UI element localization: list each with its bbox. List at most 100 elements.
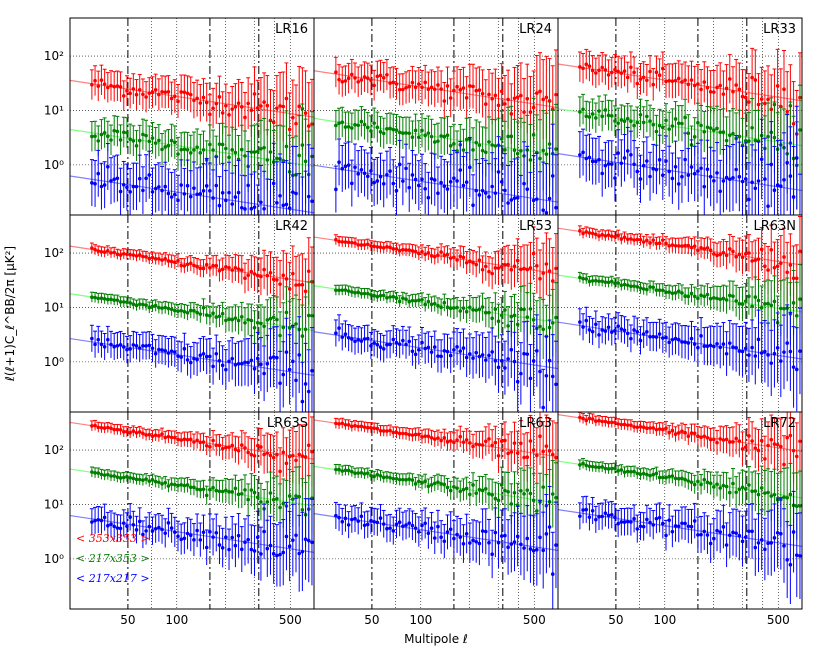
data-point	[198, 101, 203, 105]
data-point	[699, 123, 703, 128]
data-point	[667, 169, 671, 174]
data-point	[708, 90, 713, 94]
data-point	[350, 126, 354, 130]
data-point	[176, 258, 180, 263]
data-point	[118, 253, 123, 257]
data-point	[249, 488, 254, 492]
data-point	[531, 448, 536, 452]
data-point	[477, 193, 482, 197]
data-point	[410, 298, 415, 303]
data-point	[346, 423, 351, 427]
data-point	[284, 534, 289, 539]
data-point	[300, 549, 305, 554]
data-point	[538, 369, 542, 374]
data-point	[243, 207, 247, 211]
data-point	[214, 443, 219, 448]
data-point	[515, 196, 520, 200]
data-point	[236, 492, 241, 497]
data-point	[106, 85, 110, 90]
data-point	[455, 258, 459, 262]
data-point	[176, 534, 180, 539]
data-point	[211, 148, 215, 152]
data-point	[340, 80, 345, 84]
data-point	[509, 347, 514, 352]
data-point	[385, 72, 389, 77]
data-point	[525, 96, 530, 101]
data-point	[166, 434, 171, 439]
data-point	[727, 247, 732, 251]
data-point	[118, 427, 123, 432]
data-point	[147, 479, 152, 483]
data-point	[606, 162, 611, 166]
data-point	[198, 192, 203, 196]
data-point	[455, 438, 459, 442]
data-point	[531, 498, 536, 503]
data-point	[147, 139, 152, 144]
data-point	[702, 294, 707, 299]
data-point	[413, 85, 418, 90]
data-point	[490, 350, 494, 354]
data-point	[198, 353, 203, 358]
data-point	[369, 344, 373, 348]
data-point	[696, 296, 700, 301]
data-point	[766, 268, 770, 272]
data-point	[99, 249, 104, 254]
data-point	[157, 305, 161, 310]
data-point	[217, 142, 222, 146]
data-point	[227, 489, 231, 494]
data-point	[381, 181, 386, 186]
data-point	[782, 306, 786, 311]
data-point	[474, 442, 479, 446]
data-point	[609, 234, 614, 239]
data-point	[115, 343, 120, 348]
data-point	[356, 337, 360, 342]
data-point	[442, 253, 447, 258]
data-point	[785, 270, 789, 275]
data-point	[112, 524, 116, 529]
data-point	[578, 110, 582, 114]
data-point	[420, 297, 424, 302]
data-point	[372, 426, 376, 430]
data-point	[632, 162, 636, 167]
data-point	[157, 138, 161, 143]
data-point	[230, 443, 235, 448]
data-point	[90, 134, 94, 139]
data-point	[362, 425, 367, 429]
data-point	[188, 92, 193, 97]
data-point	[147, 173, 152, 177]
data-point	[535, 91, 539, 95]
data-point	[169, 435, 174, 440]
data-point	[246, 183, 250, 188]
data-point	[702, 344, 707, 349]
data-point	[287, 494, 292, 498]
data-point	[432, 87, 437, 92]
data-point	[334, 123, 338, 128]
data-point	[775, 183, 780, 188]
panel-frame	[557, 214, 803, 413]
data-point	[271, 181, 276, 186]
data-point	[185, 310, 190, 315]
data-point	[496, 266, 501, 270]
data-point	[381, 347, 386, 351]
data-point	[230, 148, 235, 152]
data-point	[616, 324, 620, 328]
data-point	[544, 211, 549, 215]
data-point	[375, 179, 380, 183]
data-point	[474, 88, 479, 93]
data-point	[121, 94, 126, 98]
data-point	[343, 288, 348, 292]
data-point	[578, 320, 582, 324]
data-point	[442, 300, 447, 305]
data-point	[204, 545, 209, 550]
data-point	[90, 520, 94, 524]
data-point	[763, 264, 767, 269]
data-point	[359, 78, 364, 82]
data-point	[638, 112, 643, 117]
data-point	[397, 248, 402, 253]
data-point	[284, 350, 289, 354]
data-point	[291, 453, 295, 458]
data-point	[487, 492, 491, 496]
data-point	[271, 315, 276, 320]
data-point	[255, 149, 260, 154]
data-point	[512, 196, 517, 200]
